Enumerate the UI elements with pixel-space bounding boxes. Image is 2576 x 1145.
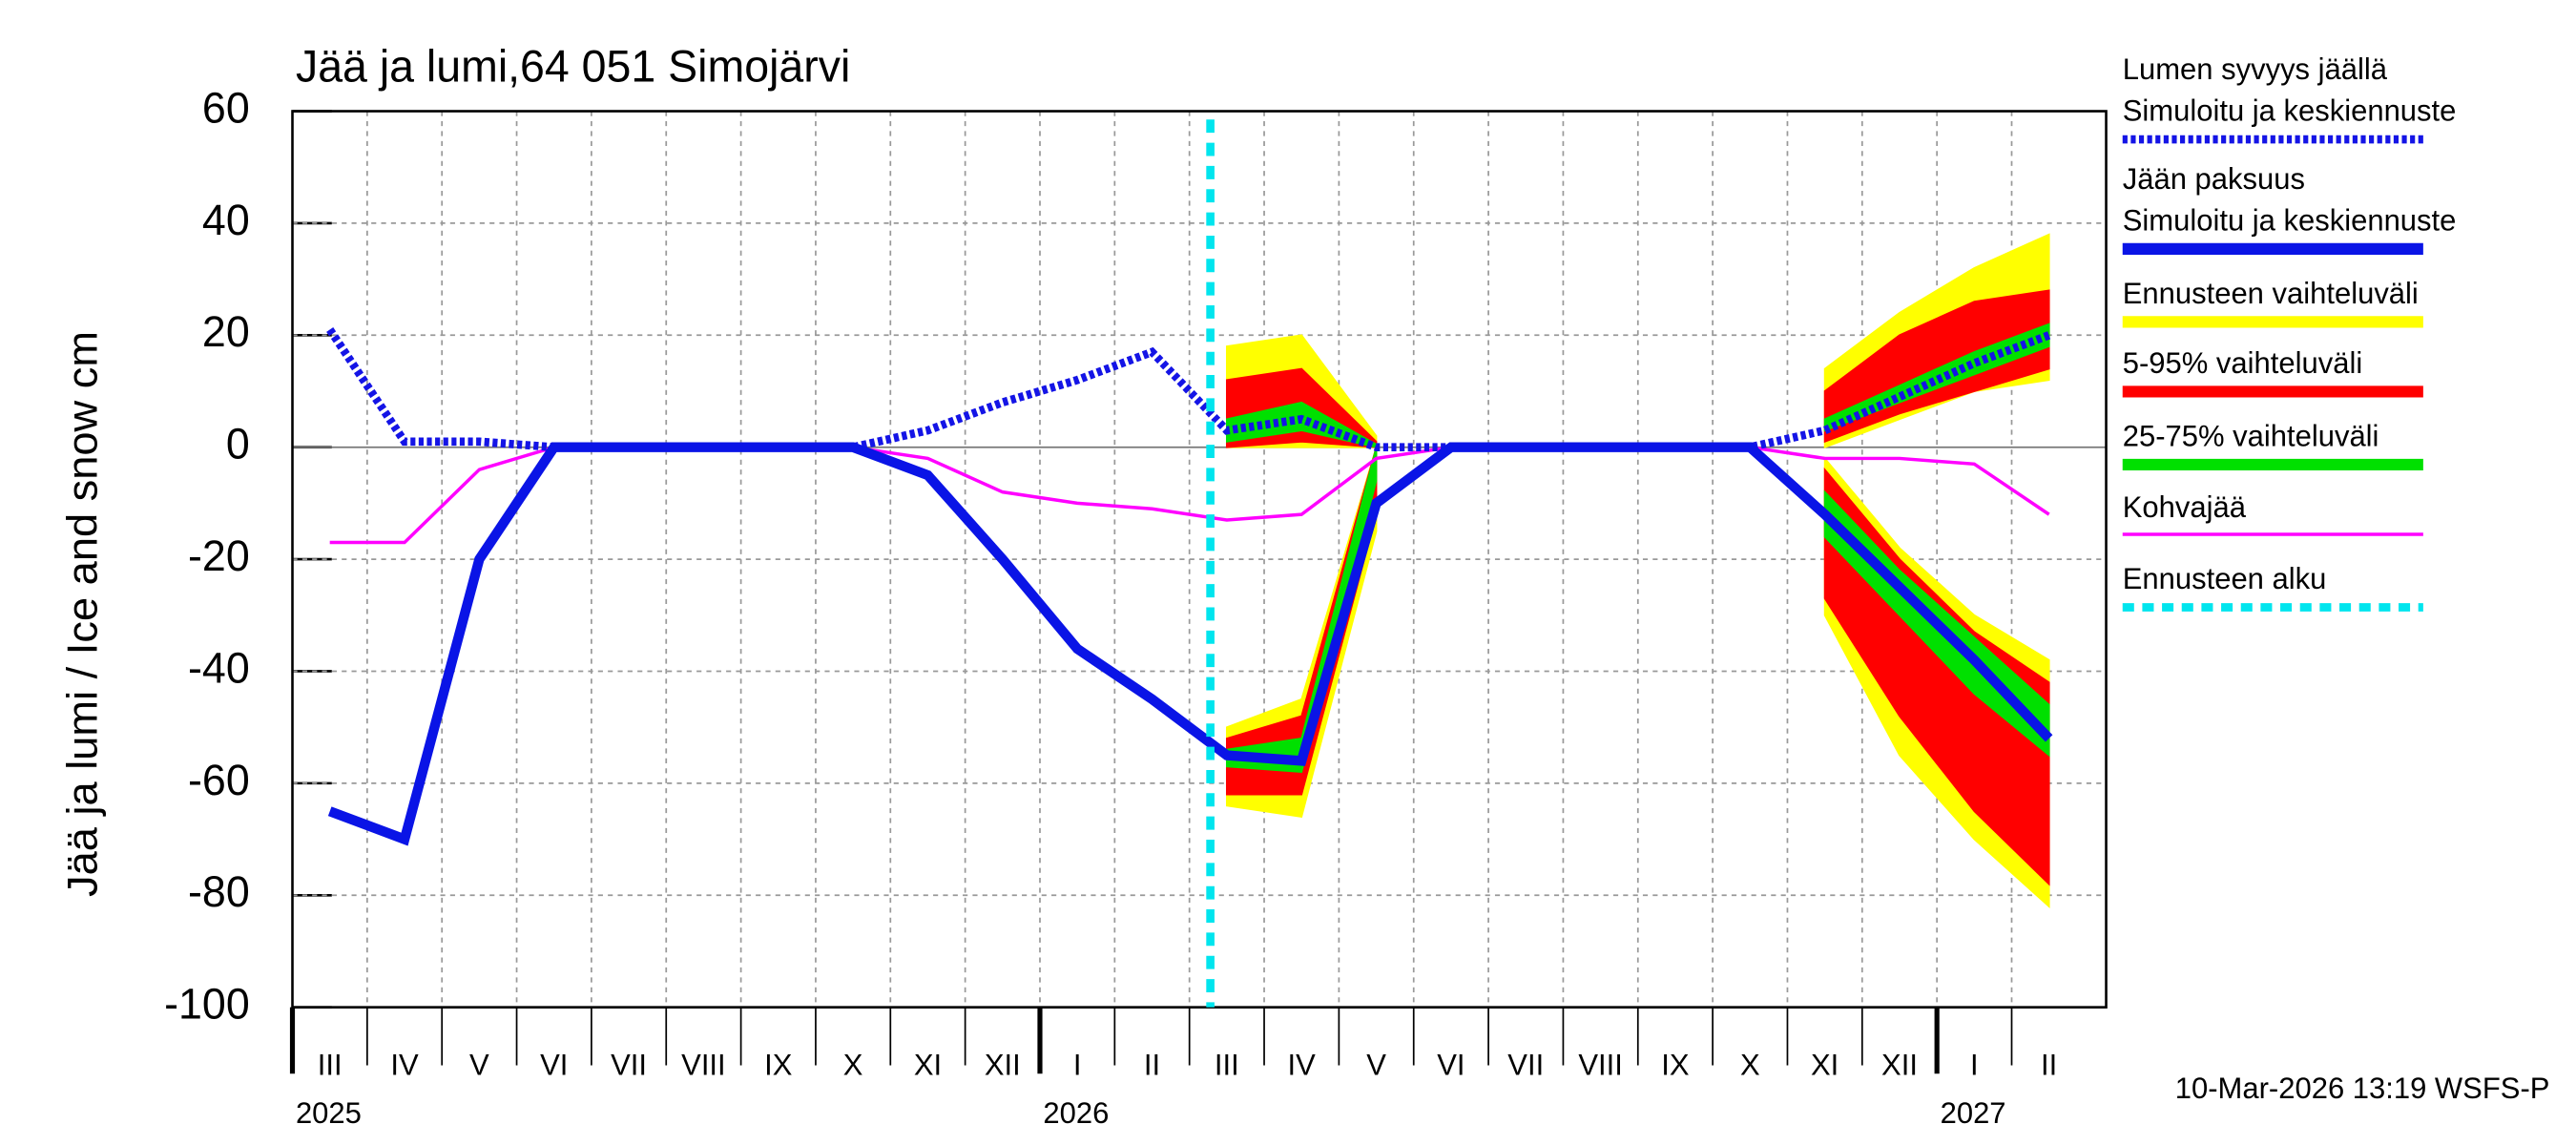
year-label: 2027 (1941, 1096, 2006, 1130)
x-tick-label: IV (1288, 1048, 1317, 1081)
y-tick-label: -80 (188, 867, 250, 916)
x-tick-label: II (1144, 1048, 1160, 1081)
legend-label: Jään paksuus (2123, 162, 2305, 196)
x-tick-label: XII (1881, 1048, 1918, 1081)
y-tick-label: 20 (202, 307, 250, 356)
y-tick-label: -100 (164, 979, 250, 1028)
year-label: 2026 (1043, 1096, 1109, 1130)
range-band (1225, 447, 1378, 774)
x-tick-label: VI (540, 1048, 568, 1081)
y-axis-label: Jää ja lumi / Ice and snow cm (58, 331, 107, 897)
x-tick-label: VII (611, 1048, 647, 1081)
y-tick-label: -40 (188, 643, 250, 692)
plot-frame (291, 110, 2108, 1009)
x-tick-label: X (1740, 1048, 1760, 1081)
legend-note: Simuloitu ja keskiennuste (2123, 203, 2457, 237)
x-tick-label: V (469, 1048, 489, 1081)
y-tick-label: 40 (202, 196, 250, 244)
x-tick-label: XI (1811, 1048, 1839, 1081)
legend-label: Lumen syvyys jäällä (2123, 52, 2388, 86)
y-tick-label: 0 (226, 419, 250, 468)
x-tick-label: IV (390, 1048, 419, 1081)
x-tick-label: X (843, 1048, 863, 1081)
x-tick-label: VIII (1578, 1048, 1623, 1081)
y-tick-label: -60 (188, 756, 250, 804)
legend-label: 25-75% vaihteluväli (2123, 419, 2379, 452)
year-label: 2025 (296, 1096, 362, 1130)
legend-label: Ennusteen alku (2123, 562, 2327, 595)
x-tick-label: XII (985, 1048, 1021, 1081)
range-band (1225, 447, 1378, 819)
y-tick-label: -20 (188, 531, 250, 580)
legend-label: Kohvajää (2123, 490, 2247, 524)
x-tick-label: III (1215, 1048, 1239, 1081)
x-tick-label: VII (1507, 1048, 1544, 1081)
x-tick-label: I (1073, 1048, 1082, 1081)
x-tick-label: XI (914, 1048, 942, 1081)
x-tick-label: II (2041, 1048, 2057, 1081)
x-tick-label: IX (764, 1048, 793, 1081)
x-tick-label: IX (1661, 1048, 1690, 1081)
x-tick-label: VIII (681, 1048, 726, 1081)
series-line (327, 442, 2053, 846)
legend-label: 5-95% vaihteluväli (2123, 346, 2362, 380)
legend-label: Ennusteen vaihteluväli (2123, 277, 2419, 310)
x-tick-label: VI (1437, 1048, 1465, 1081)
footer: 10-Mar-2026 13:19 WSFS-P (2175, 1072, 2550, 1105)
legend-note: Simuloitu ja keskiennuste (2123, 94, 2457, 127)
chart-title: Jää ja lumi,64 051 Simojärvi (296, 41, 850, 91)
x-tick-label: III (318, 1048, 343, 1081)
x-tick-label: V (1366, 1048, 1386, 1081)
y-tick-label: 60 (202, 83, 250, 132)
x-tick-label: I (1970, 1048, 1979, 1081)
